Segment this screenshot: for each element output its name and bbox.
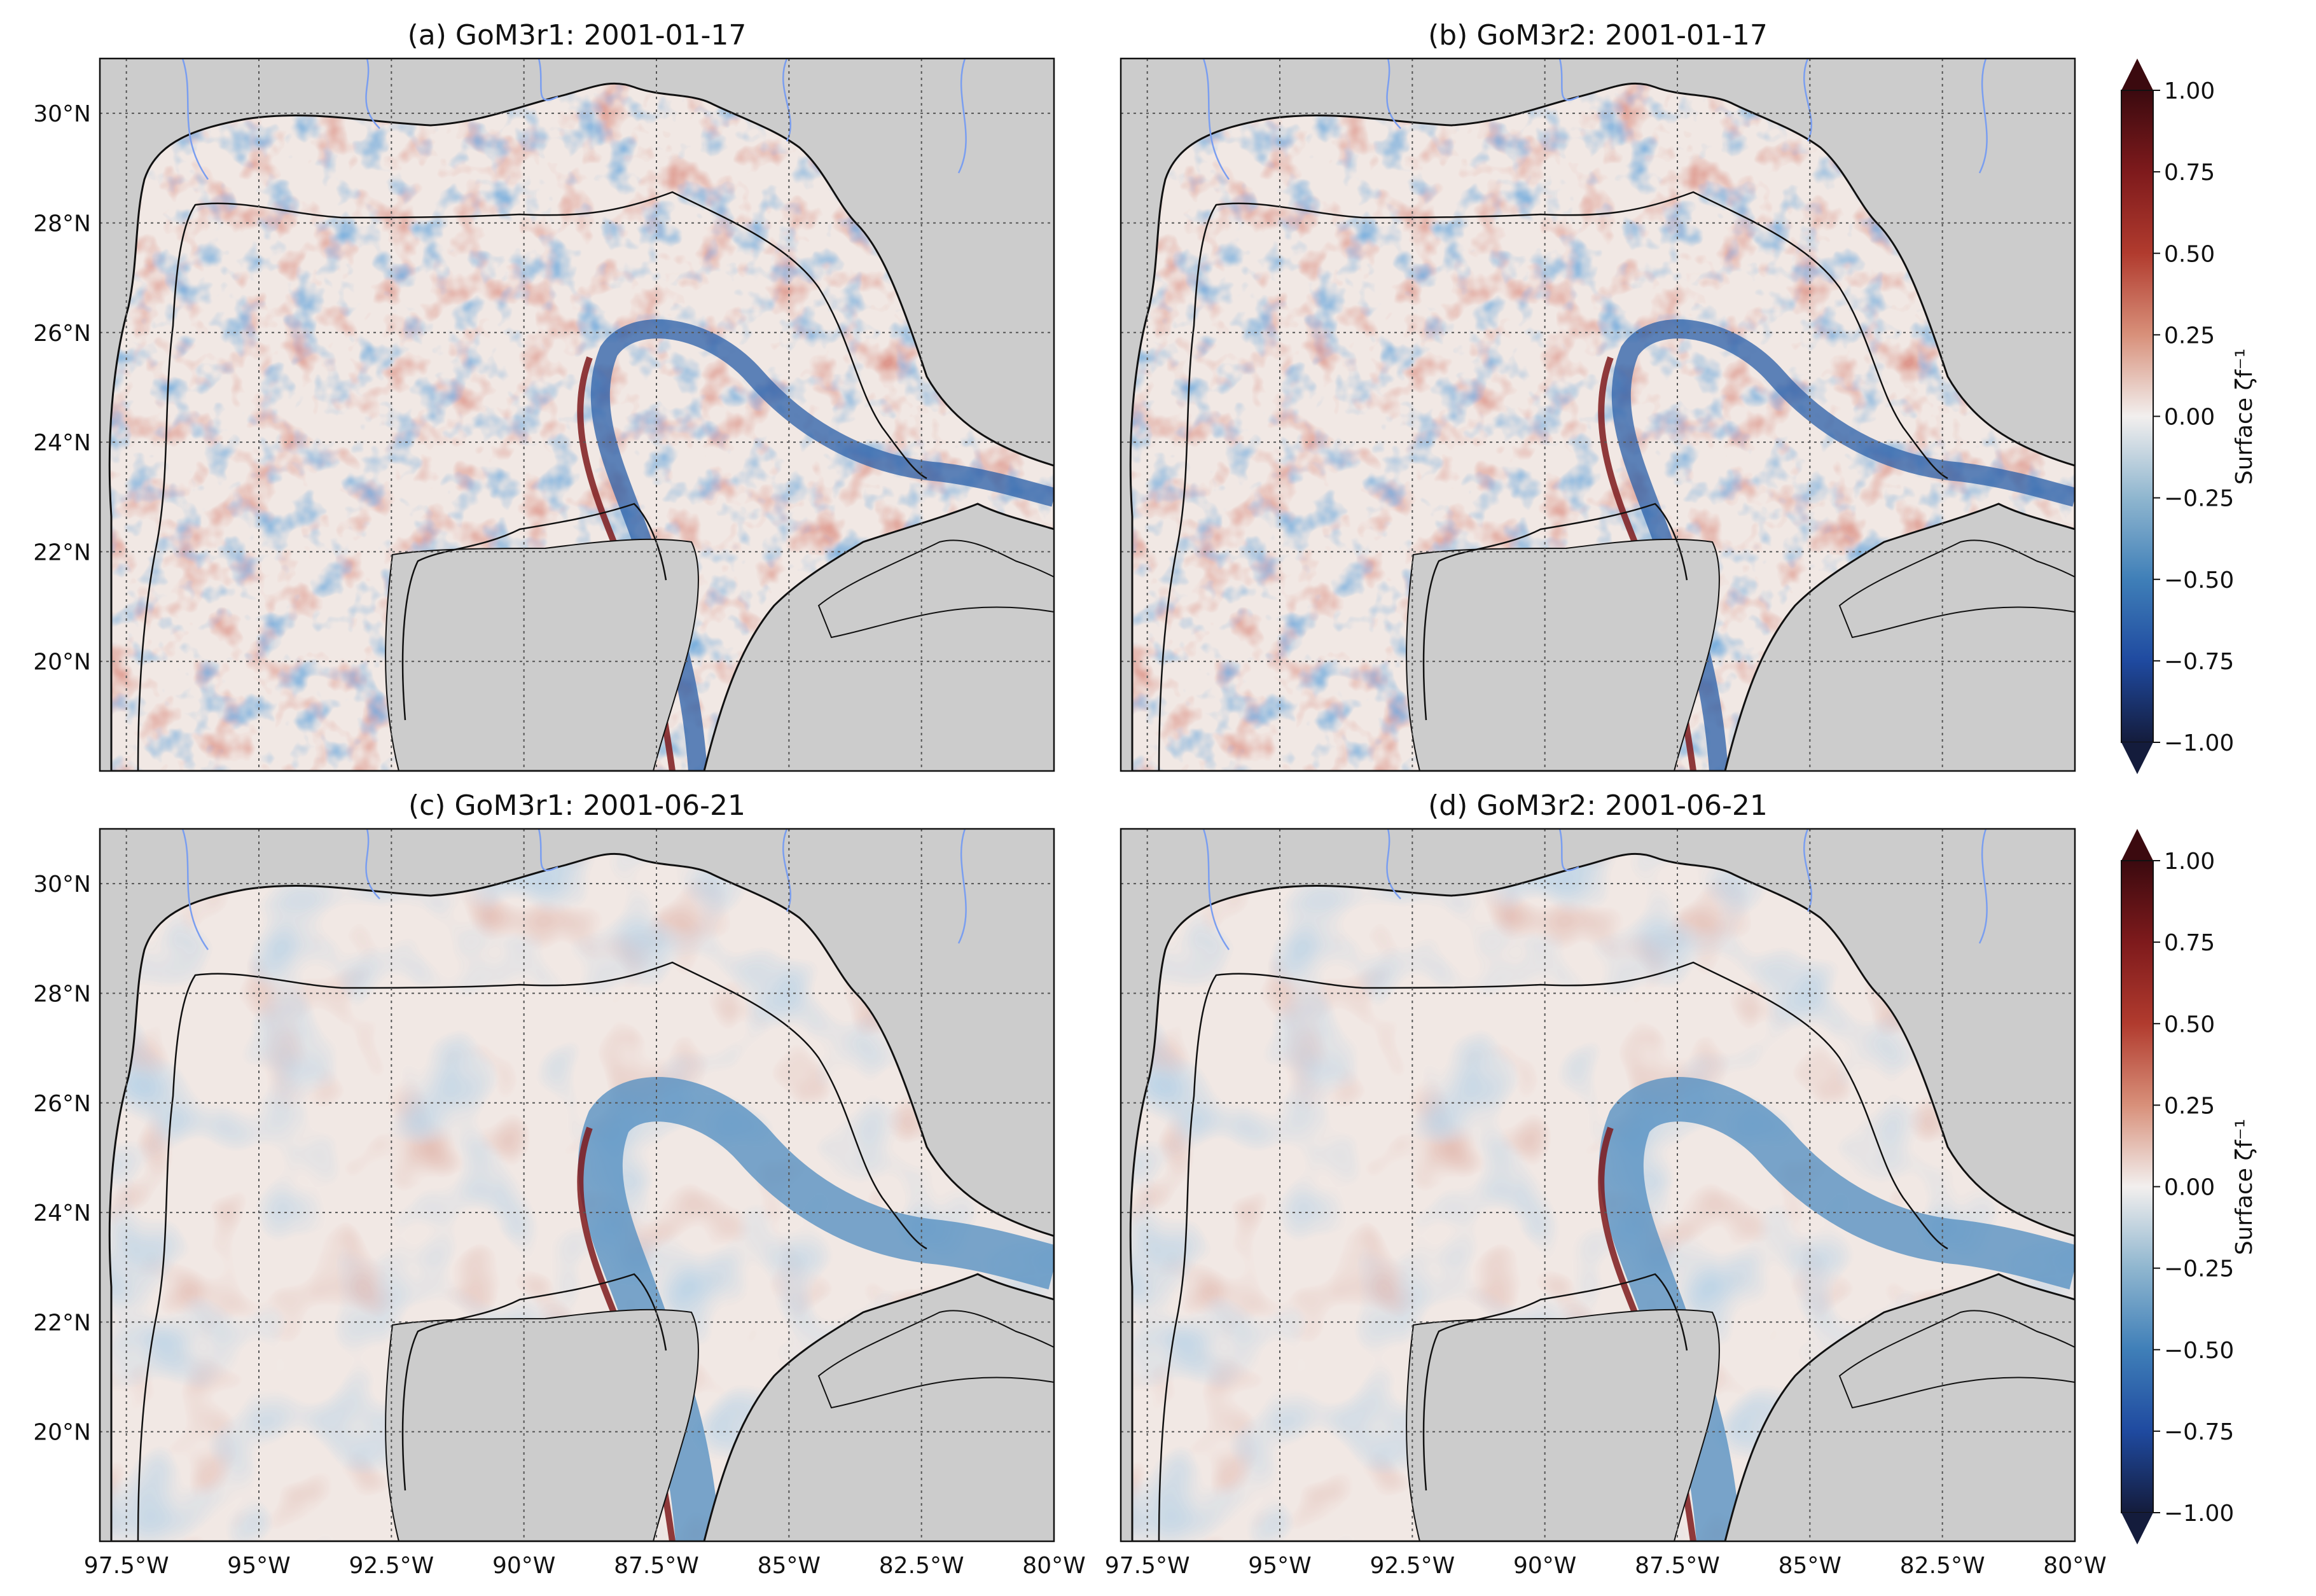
colorbar-0-tick-2: 0.50 — [2164, 241, 2215, 267]
panel-3-map — [1121, 829, 2075, 1541]
panel-3-river-0 — [1202, 829, 1230, 950]
panel-2-title: (c) GoM3r1: 2001-06-21 — [408, 789, 745, 822]
panel-0-frame — [99, 57, 1055, 772]
panel-2: (c) GoM3r1: 2001-06-21 30°N 28°N 26°N 24°N 22… — [33, 789, 1085, 1579]
panel-3-title: (d) GoM3r2: 2001-06-21 — [1428, 789, 1768, 822]
panel-3-lon-tick-3: 90°W — [1513, 1553, 1576, 1579]
panel-2-frame — [99, 828, 1055, 1543]
panel-3-lon-tick-2: 92.5°W — [1369, 1553, 1455, 1579]
panel-2-lat-tick-3: 24°N — [33, 1200, 91, 1226]
colorbar-top-label: Surface ζf⁻¹ — [2231, 349, 2257, 485]
panel-0-map — [100, 59, 1054, 771]
colorbar-1-tick-2: 0.50 — [2164, 1011, 2215, 1037]
panel-0-lat-tick-2: 26°N — [33, 321, 91, 347]
colorbar-1-tick-4: 0.00 — [2164, 1175, 2215, 1201]
panel-3-lon-tick-5: 85°W — [1779, 1553, 1841, 1579]
panel-3-lon-tick-0: 97.5°W — [1105, 1553, 1190, 1579]
colorbar-0-tick-8: −1.00 — [2164, 730, 2234, 756]
panel-2-lon-tick-2: 92.5°W — [349, 1553, 434, 1579]
panel-2-lat-tick-4: 22°N — [33, 1310, 91, 1336]
panel-3: (d) GoM3r2: 2001-06-21 97.5°W 95°W 92.5°W 90… — [1105, 789, 2107, 1579]
panel-1-river-1 — [1386, 59, 1401, 129]
panel-1: (b) GoM3r2: 2001-01-17 — [1120, 19, 2076, 772]
panel-3-river-4 — [1978, 829, 1988, 944]
panel-0-lat-tick-0: 30°N — [33, 101, 91, 127]
colorbar-1-tick-1: 0.75 — [2164, 930, 2215, 956]
colorbar-ticks: 1.00 0.75 0.50 0.25 0.00 −0.25 −0.50 −0.75 −1.00… — [2153, 78, 2234, 1527]
colorbar-0-tick-4: 0.00 — [2164, 405, 2215, 431]
panel-3-river-2 — [1558, 829, 1579, 871]
colorbar-0-tick-1: 0.75 — [2164, 160, 2215, 186]
panel-3-lon-tick-6: 82.5°W — [1900, 1553, 1985, 1579]
colorbar-0-tick-3: 0.25 — [2164, 323, 2215, 349]
colorbar-1-tick-7: −0.75 — [2164, 1419, 2234, 1445]
panel-2-river-2 — [537, 829, 558, 871]
panel-1-yucatan — [1406, 538, 1720, 771]
panel-0-yucatan — [385, 538, 699, 771]
panel-0-lat-tick-4: 22°N — [33, 539, 91, 566]
panel-3-river-3 — [1803, 829, 1812, 912]
colorbar-bottom — [2121, 829, 2154, 1544]
colorbar-1-tick-6: −0.50 — [2164, 1338, 2234, 1364]
panel-2-lon-tick-1: 95°W — [227, 1553, 290, 1579]
colorbar-bottom-body — [2121, 860, 2154, 1513]
panel-0-river-1 — [365, 59, 380, 129]
panel-2-lat-tick-2: 26°N — [33, 1091, 91, 1117]
panel-3-lon-tick-7: 80°W — [2043, 1553, 2106, 1579]
panel-3-yucatan — [1406, 1308, 1720, 1541]
panel-2-river-1 — [365, 829, 380, 899]
colorbar-1-tick-3: 0.25 — [2164, 1093, 2215, 1119]
panel-2-lon-tick-0: 97.5°W — [84, 1553, 169, 1579]
colorbar-0-tick-0: 1.00 — [2164, 78, 2215, 104]
colorbar-bottom-label: Surface ζf⁻¹ — [2231, 1119, 2257, 1255]
panel-2-river-3 — [782, 829, 791, 912]
panel-2-lat-tick-1: 28°N — [33, 981, 91, 1007]
panel-2-yucatan — [385, 1308, 699, 1541]
colorbar-top-body — [2121, 90, 2154, 743]
panel-0-river-3 — [782, 59, 791, 142]
panel-0-title: (a) GoM3r1: 2001-01-17 — [408, 19, 747, 52]
panel-0-lat-tick-3: 24°N — [33, 430, 91, 456]
panel-2-lon-tick-5: 85°W — [758, 1553, 821, 1579]
panel-0-river-0 — [181, 59, 209, 180]
panel-0-lat-tick-1: 28°N — [33, 211, 91, 237]
colorbar-1-tick-0: 1.00 — [2164, 849, 2215, 875]
panel-1-river-4 — [1978, 59, 1988, 174]
colorbar-0-tick-5: −0.25 — [2164, 486, 2234, 512]
colorbar-top — [2121, 59, 2154, 774]
colorbar-bottom-min-cap — [2121, 1513, 2153, 1544]
panel-2-river-0 — [181, 829, 209, 950]
panel-2-lon-tick-4: 87.5°W — [614, 1553, 699, 1579]
panel-2-river-4 — [957, 829, 967, 944]
panel-1-title: (b) GoM3r2: 2001-01-17 — [1428, 19, 1768, 52]
panel-2-lat-tick-0: 30°N — [33, 871, 91, 898]
colorbar-top-max-cap — [2121, 59, 2153, 90]
colorbar-bottom-max-cap — [2121, 829, 2153, 861]
colorbar-0-tick-7: −0.75 — [2164, 649, 2234, 675]
panel-1-river-0 — [1202, 59, 1230, 180]
panel-0-lat-tick-5: 20°N — [33, 649, 91, 676]
colorbar-0-tick-6: −0.50 — [2164, 567, 2234, 593]
panel-1-map — [1121, 59, 2075, 771]
panel-2-map — [100, 829, 1054, 1541]
panel-1-river-2 — [1558, 59, 1579, 101]
panel-1-frame — [1120, 57, 2076, 772]
panel-2-lat-tick-5: 20°N — [33, 1420, 91, 1446]
panel-2-lon-tick-3: 90°W — [492, 1553, 555, 1579]
panel-0-river-4 — [957, 59, 967, 174]
panel-1-river-3 — [1803, 59, 1812, 142]
panel-3-river-1 — [1386, 829, 1401, 899]
panel-2-lon-tick-6: 82.5°W — [879, 1553, 964, 1579]
colorbar-1-tick-5: −0.25 — [2164, 1256, 2234, 1282]
panel-3-frame — [1120, 828, 2076, 1543]
colorbar-top-min-cap — [2121, 742, 2153, 774]
colorbar-1-tick-8: −1.00 — [2164, 1501, 2234, 1527]
panel-3-lon-tick-4: 87.5°W — [1635, 1553, 1720, 1579]
panel-2-lon-tick-7: 80°W — [1022, 1553, 1085, 1579]
panel-0-river-2 — [537, 59, 558, 101]
panels-root: (a) GoM3r1: 2001-01-17 30°N 28°N 26°N 24°N 22… — [33, 19, 2106, 1579]
panel-0: (a) GoM3r1: 2001-01-17 30°N 28°N 26°N 24°N 22… — [33, 19, 1055, 772]
panel-3-lon-tick-1: 95°W — [1248, 1553, 1311, 1579]
